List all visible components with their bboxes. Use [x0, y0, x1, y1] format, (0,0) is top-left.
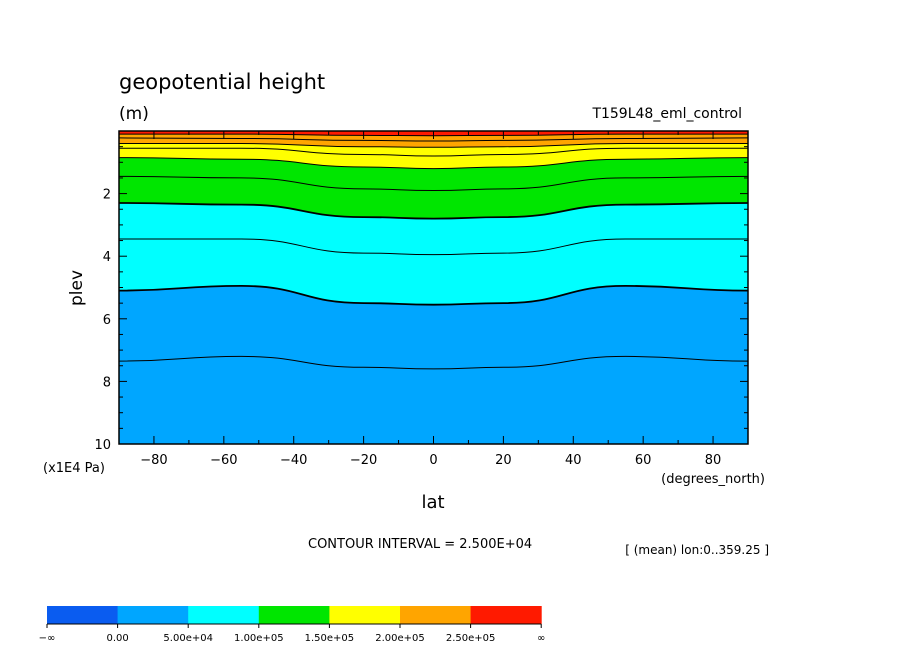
x-tick-label: 60 — [635, 453, 652, 468]
x-tick-label: −80 — [140, 453, 167, 468]
x-tick-label: 80 — [705, 453, 722, 468]
contour-line — [119, 355, 748, 370]
axes: −80 −60 −40 −20 0 20 40 60 80 2 4 6 8 10 — [94, 131, 749, 468]
colorbar-swatch — [188, 606, 260, 624]
x-tick-label: 40 — [565, 453, 582, 468]
colorbar-label: 2.00e+05 — [375, 633, 425, 644]
y-tick-label: 4 — [103, 250, 111, 265]
colorbar-swatch — [117, 606, 189, 624]
mean-note: [ (mean) lon:0..359.25 ] — [625, 543, 769, 557]
colorbar-label: 2.50e+05 — [446, 633, 496, 644]
contour-line — [119, 284, 748, 306]
colorbar: −∞ 0.00 5.00e+04 1.00e+05 1.50e+05 2.00e+05 2.… — [39, 606, 545, 644]
colorbar-swatch — [329, 606, 401, 624]
chart-title: geopotential height — [119, 70, 325, 94]
x-axis-units: (degrees_north) — [661, 472, 765, 487]
y-axis-units: (x1E4 Pa) — [43, 461, 105, 476]
contour-line — [119, 137, 748, 142]
contour-interval-text: CONTOUR INTERVAL = 2.500E+04 — [308, 537, 532, 552]
colorbar-label: 0.00 — [106, 633, 128, 644]
y-tick-label: 8 — [103, 375, 111, 390]
contour-line — [119, 147, 748, 157]
colorbar-label: ∞ — [537, 633, 545, 644]
contour-line — [119, 202, 748, 220]
x-tick-label: −40 — [280, 453, 307, 468]
x-tick-label: −60 — [210, 453, 237, 468]
colorbar-label: 1.00e+05 — [234, 633, 284, 644]
y-axis-label: plev — [67, 270, 87, 306]
colorbar-label: 5.00e+04 — [163, 633, 213, 644]
y-tick-label: 10 — [94, 438, 111, 453]
contour-line — [119, 175, 748, 192]
colorbar-swatch — [258, 606, 330, 624]
contour-line — [119, 157, 748, 170]
colorbar-label: −∞ — [39, 633, 56, 644]
colorbar-label: 1.50e+05 — [305, 633, 355, 644]
colorbar-swatch — [47, 606, 119, 624]
colorbar-swatch — [470, 606, 542, 624]
x-tick-label: −20 — [350, 453, 377, 468]
run-label: T159L48_eml_control — [591, 106, 742, 122]
units-label: (m) — [119, 104, 149, 124]
x-tick-label: 0 — [429, 453, 437, 468]
contour-line — [119, 238, 748, 256]
contour-line — [119, 142, 748, 148]
contour-lines — [119, 133, 748, 370]
y-tick-label: 6 — [103, 313, 111, 328]
y-tick-label: 2 — [103, 188, 111, 203]
x-axis-label: lat — [421, 492, 444, 513]
x-tick-label: 20 — [495, 453, 512, 468]
contour-fills — [119, 131, 748, 444]
colorbar-swatch — [400, 606, 472, 624]
